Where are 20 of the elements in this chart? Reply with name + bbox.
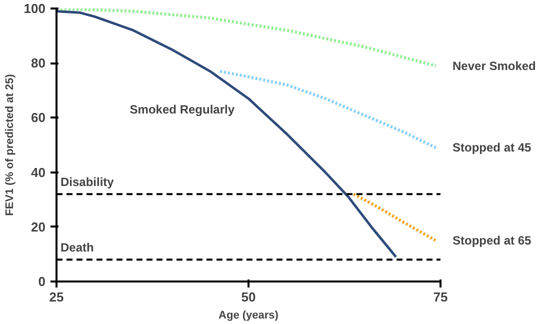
x-axis-title: Age (years) (218, 310, 279, 322)
line-series (352, 192, 438, 242)
y-tick-label: 100 (24, 1, 46, 16)
line-series (56, 10, 398, 258)
y-tick-label: 20 (31, 219, 46, 234)
y-tick-label: 60 (31, 110, 46, 126)
series-label: Stopped at 45 (452, 140, 532, 155)
y-tick-label: 80 (31, 56, 46, 71)
line-series (56, 8, 438, 68)
y-tick-label: 0 (38, 274, 46, 289)
series-label: Smoked Regularly (130, 102, 235, 117)
ref-line-label: Death (60, 240, 94, 255)
x-tick-label: 50 (241, 290, 256, 304)
x-tick-label: 25 (49, 290, 64, 304)
x-tick-label: 75 (433, 290, 448, 304)
series-label: Stopped at 65 (452, 234, 532, 248)
y-tick-label: 40 (31, 164, 46, 180)
series-label: Never Smoked (452, 58, 536, 73)
y-axis-title: FEV1 (% of predicted at 25) (4, 74, 16, 216)
ref-line-label: Disability (60, 175, 114, 190)
